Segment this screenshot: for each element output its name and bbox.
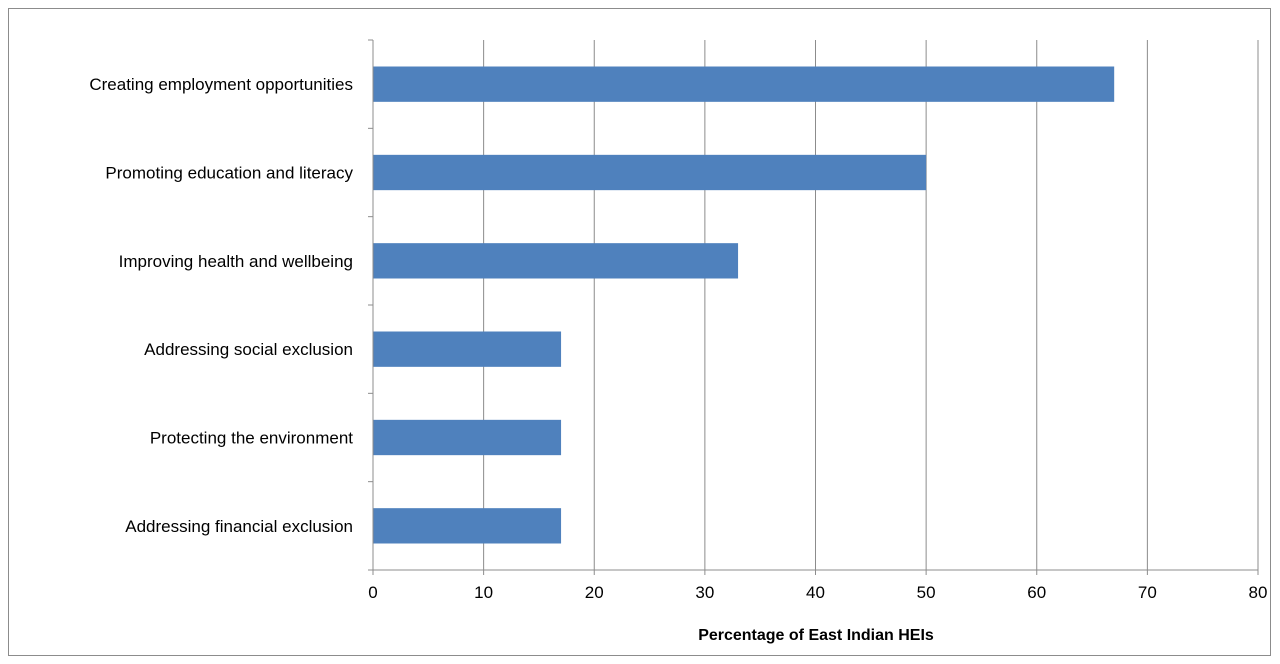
bars: [373, 66, 1115, 544]
x-tick-label: 70: [1138, 583, 1157, 602]
x-tick-label: 50: [917, 583, 936, 602]
gridlines: [483, 40, 1259, 570]
bar: [373, 154, 927, 191]
bar: [373, 66, 1115, 102]
x-tick-label: 10: [474, 583, 493, 602]
x-axis-title: Percentage of East Indian HEIs: [698, 627, 934, 644]
x-tick-label: 60: [1027, 583, 1046, 602]
category-label: Protecting the environment: [150, 429, 353, 448]
x-tick-label: 20: [585, 583, 604, 602]
category-label: Improving health and wellbeing: [119, 252, 353, 271]
x-tick-label: 80: [1249, 583, 1268, 602]
bar: [373, 331, 562, 367]
bar: [373, 243, 739, 279]
axes: [368, 39, 1259, 575]
labels: 0 10 20 30 40 50 60 70 80 Creating employment opp…: [89, 75, 1267, 602]
x-tick-label: 30: [695, 583, 714, 602]
bar: [373, 419, 562, 456]
x-tick-label: 40: [806, 583, 825, 602]
bar: [373, 508, 562, 544]
category-label: Creating employment opportunities: [89, 75, 353, 94]
category-label: Addressing social exclusion: [144, 340, 353, 359]
category-label: Promoting education and literacy: [105, 164, 353, 183]
x-tick-label: 0: [368, 583, 377, 602]
category-label: Addressing financial exclusion: [125, 517, 353, 536]
chart-frame: [8, 8, 1271, 656]
